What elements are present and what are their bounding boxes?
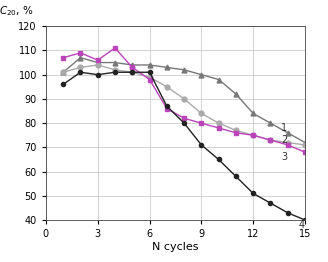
X-axis label: N cycles: N cycles [152, 242, 199, 252]
Text: $C_{20}$, %: $C_{20}$, % [0, 5, 34, 18]
Text: 3: 3 [281, 152, 287, 162]
Text: 1: 1 [281, 123, 287, 133]
Text: 4: 4 [298, 220, 304, 230]
Text: 2: 2 [281, 135, 287, 145]
